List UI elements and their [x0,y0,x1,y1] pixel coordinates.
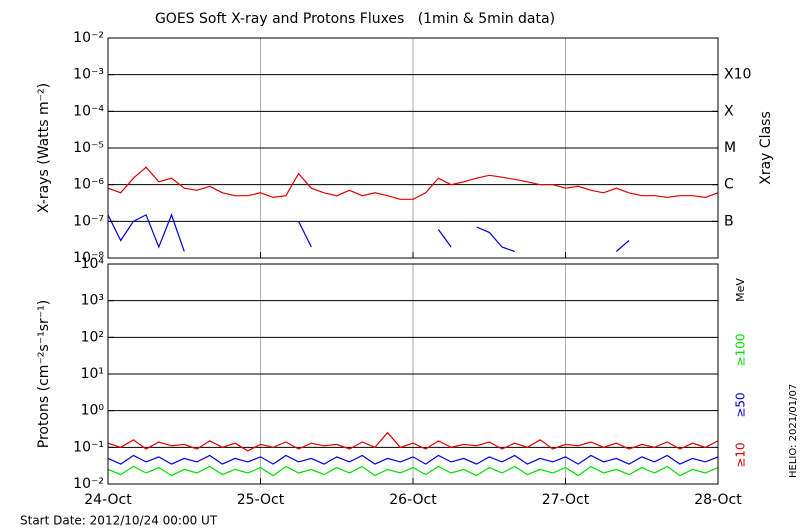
legend-unit: MeV [734,278,747,302]
x-tick-label: 28-Oct [694,492,742,508]
y-tick-label: 10⁰ [81,403,105,419]
y-tick-label: 10³ [81,293,104,309]
series-line [107,465,719,477]
x-tick-label: 25-Oct [237,492,285,508]
start-date: Start Date: 2012/10/24 00:00 UT [20,514,218,528]
y-tick-label: 10⁴ [81,256,105,272]
credit: HELIO: 2021/01/07 [788,384,799,478]
legend-label: ≥10 [734,442,748,467]
y2-axis-label: Xray Class [758,111,774,185]
y-tick-label: 10⁻⁴ [73,103,104,119]
x-tick-label: 27-Oct [542,492,590,508]
y-tick-label: 10⁻² [73,30,104,46]
y-axis-label: Protons (cm⁻²s⁻¹sr⁻¹) [36,300,52,449]
x-tick-label: 24-Oct [84,492,132,508]
plot-frame [107,263,719,485]
plot-frame [107,37,719,259]
class-label: B [724,213,734,229]
y-tick-label: 10² [81,329,104,345]
x-tick-label: 26-Oct [389,492,437,508]
chart-title: GOES Soft X-ray and Protons Fluxes (1min… [155,11,555,27]
series-line [107,454,719,465]
y-tick-label: 10⁻⁶ [73,177,104,193]
series-line [107,431,719,452]
legend-label: ≥50 [734,392,748,417]
y-tick-label: 10⁻² [73,476,104,492]
legend-label: ≥100 [734,334,748,367]
class-label: X [724,103,734,119]
series-line [107,166,719,200]
class-label: C [724,177,734,193]
y-tick-label: 10⁻⁸ [73,250,104,266]
y-tick-label: 10⁻⁷ [73,213,104,229]
y-tick-label: 10⁻¹ [73,439,104,455]
y-tick-label: 10¹ [81,366,104,382]
class-label: X10 [724,67,751,83]
y-tick-label: 10⁻⁵ [73,140,104,156]
y-axis-label: X-rays (Watts m⁻²) [36,83,52,213]
class-label: M [724,140,736,156]
y-tick-label: 10⁻³ [73,67,104,83]
